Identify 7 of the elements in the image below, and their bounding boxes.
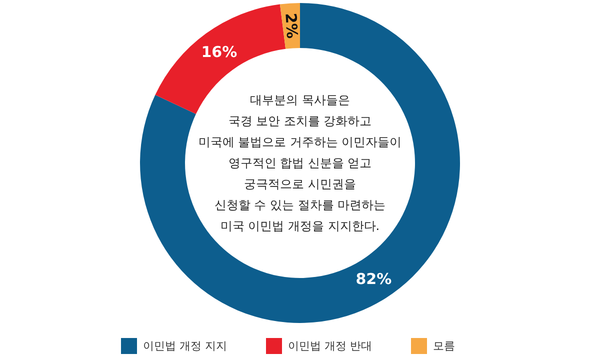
text: 대부분의 목사들은 국경 보안 조치를 강화하고 미국에 불법으로 거주하는 이민자들이 영구적인 합법 신분을 얻고 궁극적으로 시민권을 신청할 수 있는 절차를 마련하는 미국 이민법 개정을 지지한다. — [198, 93, 402, 233]
data-label: 82% — [356, 270, 392, 288]
data-label: 2% — [282, 12, 302, 40]
legend-label: 이민법 개정 지지 — [143, 340, 227, 352]
data-label: 16% — [201, 42, 238, 61]
legend-label: 이민법 개정 반대 — [288, 340, 372, 352]
legend-label: 모름 — [433, 340, 455, 352]
